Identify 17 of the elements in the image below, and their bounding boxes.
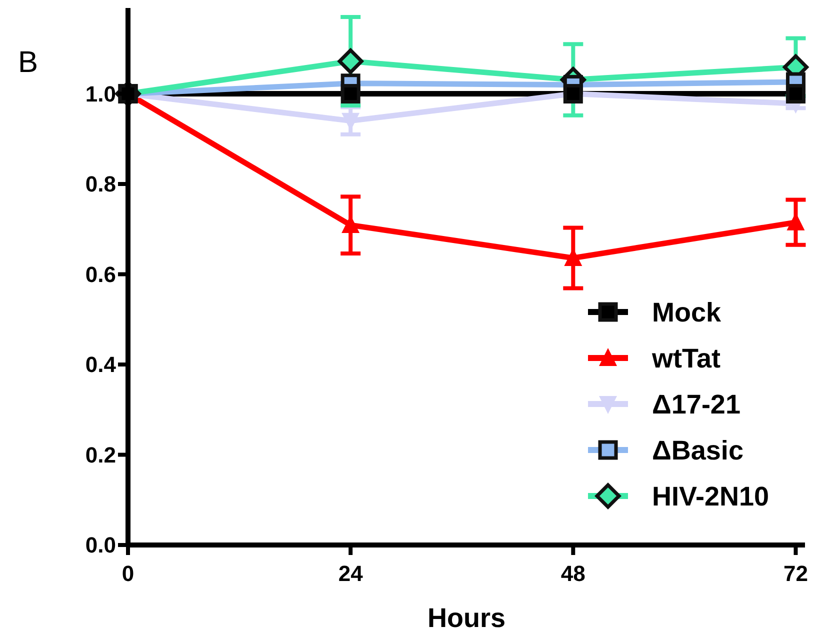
x-tick-label: 48 xyxy=(560,561,586,586)
legend-label: wtTat xyxy=(651,343,720,374)
legend-label: Mock xyxy=(652,297,722,328)
y-tick-label: 0.4 xyxy=(85,352,117,378)
text: B xyxy=(18,46,38,79)
x-tick-label: 0 xyxy=(122,561,134,586)
y-tick-label: 0.8 xyxy=(85,172,116,197)
y-tick-label: 0.6 xyxy=(85,262,116,287)
legend-label: Δ17-21 xyxy=(652,389,740,420)
legend-label: ΔBasic xyxy=(652,435,744,466)
y-tick-label: 0.2 xyxy=(85,442,116,468)
x-tick-label: 72 xyxy=(783,561,808,586)
x-tick-label: 24 xyxy=(338,561,364,586)
legend-label: HIV-2N10 xyxy=(652,481,770,512)
x-axis-title: Hours xyxy=(427,603,506,633)
y-tick-label: 0.0 xyxy=(85,532,116,558)
y-tick-label: 1.0 xyxy=(85,81,116,106)
